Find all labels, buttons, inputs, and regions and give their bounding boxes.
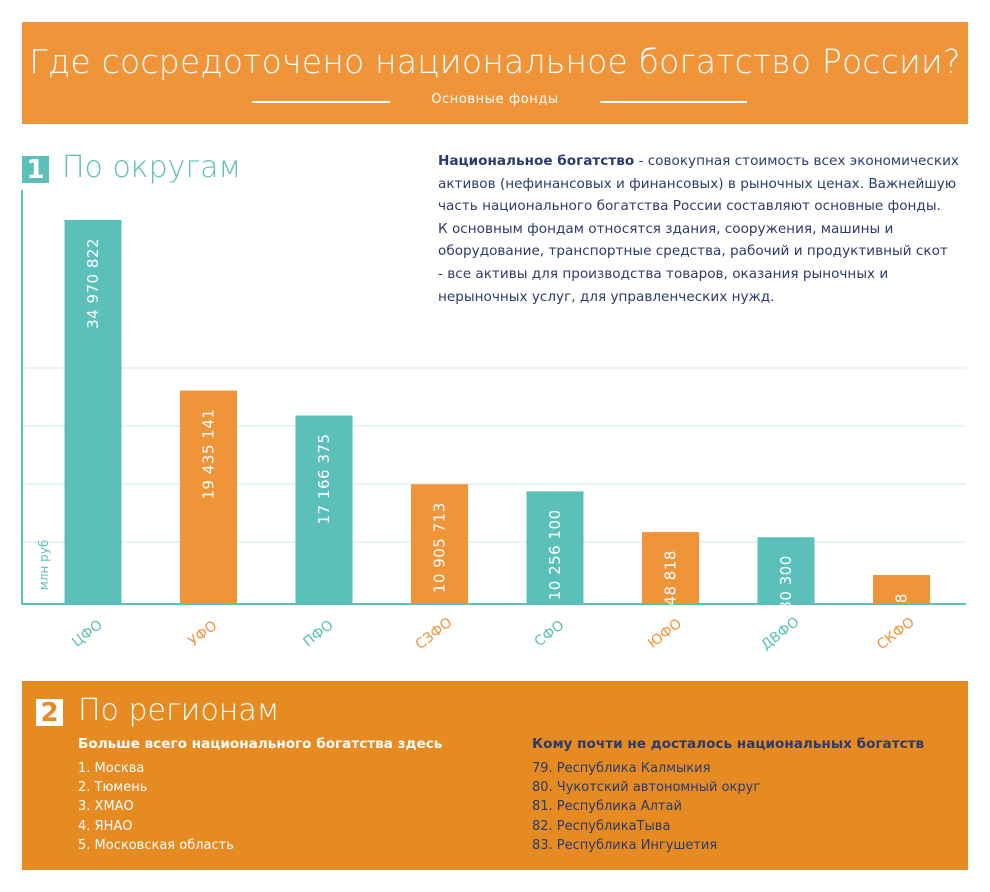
- description-line: оборудование, транспортные средства, раб…: [438, 243, 948, 260]
- top-regions-list: 1. Москва 2. Тюмень 3. ХМАО 4. ЯНАО 5. М…: [78, 759, 234, 855]
- subtitle-rule-left: [252, 101, 390, 103]
- description-line: Национальное богатство - совокупная стои…: [438, 150, 968, 173]
- description-text: Национальное богатство - совокупная стои…: [438, 150, 968, 308]
- bar-value-label: 10 256 100: [546, 509, 564, 600]
- bar-7: [757, 537, 815, 604]
- subtitle-rule-right: [600, 101, 747, 103]
- description-line: - все активы для производства товаров, о…: [438, 265, 889, 282]
- list-item: 79. Республика Калмыкия: [532, 761, 711, 776]
- list-item: 1. Москва: [78, 761, 145, 776]
- page-title: Где сосредоточено национальное богатство…: [29, 42, 961, 81]
- description-line: часть национального богатства России сос…: [438, 198, 941, 215]
- list-item: 83. Республика Ингушетия: [532, 837, 718, 853]
- list-item: 3. ХМАО: [78, 799, 134, 815]
- bar-2: [180, 390, 237, 604]
- page-subtitle: Основные фонды: [431, 92, 559, 107]
- section2-panel: 2 По регионам Больше всего национального…: [22, 681, 968, 870]
- description-line: К основным фондам относятся здания, соор…: [438, 220, 894, 237]
- bar-value-label: 34 970 822: [84, 238, 102, 329]
- header-banner: Где сосредоточено национальное богатство…: [22, 22, 968, 124]
- bar-5: [526, 491, 584, 604]
- bar-value-label: 17 166 375: [315, 434, 333, 525]
- category-label: СФО: [532, 617, 568, 650]
- section2-number: 2: [36, 699, 63, 727]
- list-item: 5. Московская область: [78, 837, 234, 853]
- list-item: 80. Чукотский автономный округ: [532, 780, 761, 796]
- bar-value-label: 10 905 713: [431, 502, 449, 593]
- description-line: активов (нефинансовых и финансовых) в ры…: [438, 175, 957, 192]
- bottom-regions-list: 79. Республика Калмыкия 80. Чукотский ав…: [532, 759, 760, 855]
- bar-value-label: 2 637 978: [893, 593, 911, 674]
- bar-6: [642, 532, 699, 604]
- bar-3: [295, 415, 353, 604]
- bar-chart: 34 970 822 ЦФО 19 435 141 УФО 17 166 375 ПФО 1…: [21, 190, 966, 674]
- section1-number: 1: [22, 156, 49, 184]
- bar-1: [64, 220, 122, 604]
- list-item: 82. РеспубликаТыва: [532, 818, 671, 834]
- list-item: 81. Республика Алтай: [532, 799, 682, 815]
- bar-value-label: 19 435 141: [200, 409, 218, 500]
- top-regions-heading: Больше всего национального богатства зде…: [78, 736, 443, 752]
- bar-value-label: 6 080 300: [777, 555, 795, 636]
- category-label: ЦФО: [69, 617, 106, 651]
- description-term: Национальное богатство: [438, 153, 635, 169]
- section2-title: По регионам: [78, 693, 280, 728]
- list-item: 4. ЯНАО: [78, 818, 133, 834]
- category-label: УФО: [186, 618, 221, 650]
- bar-8: [873, 575, 930, 604]
- section1-title: По округам: [62, 150, 242, 185]
- bar-4: [411, 484, 468, 604]
- description-line-text: - совокупная стоимость всех экономически…: [634, 153, 959, 169]
- bar-value-label: 6 548 818: [662, 550, 680, 631]
- category-label: СЗФО: [413, 615, 456, 653]
- bottom-regions-heading: Кому почти не досталось национальных бог…: [532, 736, 925, 752]
- category-label: ПФО: [300, 617, 336, 650]
- y-axis-label: млн руб: [37, 540, 51, 591]
- description-line: нерыночных услуг, для управленческих нуж…: [438, 288, 775, 305]
- list-item: 2. Тюмень: [78, 780, 148, 796]
